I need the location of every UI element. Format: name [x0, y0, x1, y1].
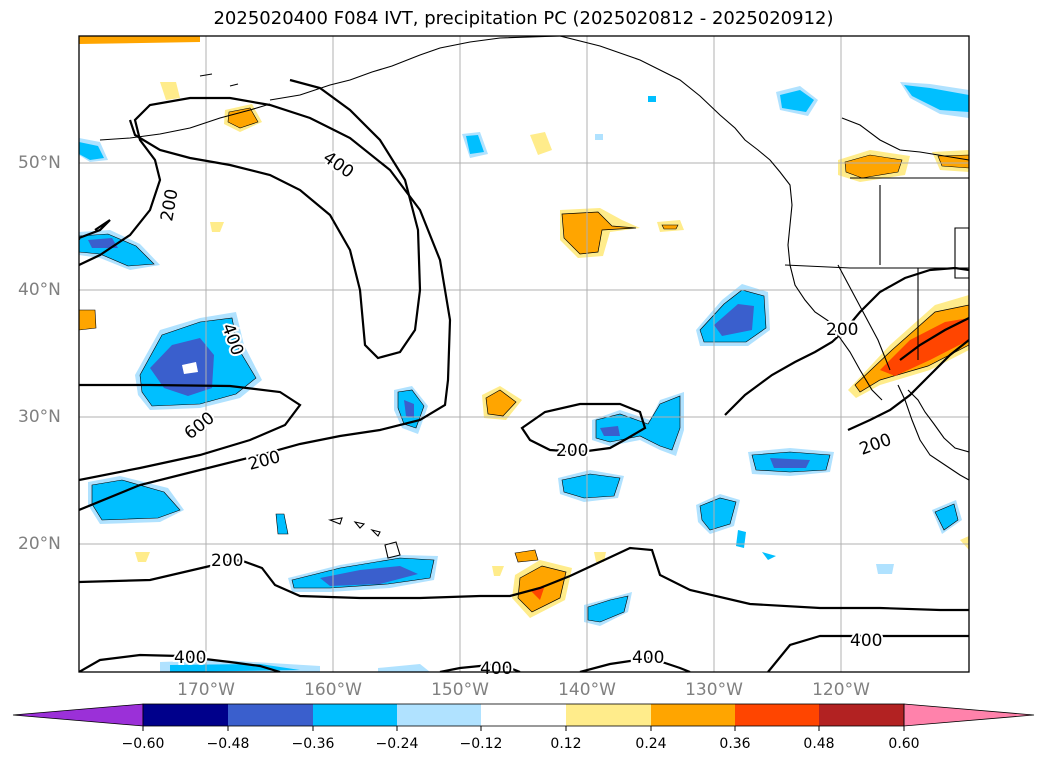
graticule [79, 36, 969, 672]
positive-anomaly-patches [79, 36, 969, 618]
colorbar-bin [566, 704, 651, 726]
map-frame [78, 35, 970, 673]
contour-label: 200 [826, 320, 858, 340]
colorbar-tick-label: 0.48 [803, 736, 835, 752]
colorbar-bin [228, 704, 313, 726]
colorbar-bin [143, 704, 228, 726]
lon-label: 120°W [812, 680, 870, 700]
colorbar-bin [313, 704, 397, 726]
colorbar-tick-label: 0.60 [888, 736, 920, 752]
lon-label: 160°W [304, 680, 362, 700]
lat-label: 40°N [18, 280, 61, 300]
map-title: 2025020400 F084 IVT, precipitation PC (2… [213, 8, 834, 29]
colorbar-tick-label: 0.12 [550, 736, 582, 752]
colorbar-bin [819, 704, 904, 726]
lat-label: 20°N [18, 534, 61, 554]
lon-label: 150°W [431, 680, 489, 700]
contour-label: 400 [174, 648, 206, 668]
colorbar-tick-label: 0.24 [635, 736, 667, 752]
colorbar-bin [481, 704, 566, 726]
lon-label: 130°W [685, 680, 743, 700]
colorbar-extend-high [903, 703, 1035, 727]
contour-label: 200 [556, 441, 588, 461]
colorbar-bin [735, 704, 819, 726]
contour-label: 400 [480, 659, 512, 679]
colorbar-tick-label: −0.60 [121, 736, 165, 752]
colorbar-bin [651, 704, 735, 726]
ivt-contours [79, 78, 969, 672]
precip-shading [79, 36, 969, 672]
lat-label: 30°N [18, 407, 61, 427]
coastlines [99, 36, 969, 559]
colorbar-tick-label: −0.36 [291, 736, 335, 752]
colorbar-tick-label: −0.24 [375, 736, 419, 752]
colorbar [12, 703, 1035, 731]
colorbar-tick-label: −0.48 [206, 736, 250, 752]
lon-label: 140°W [558, 680, 616, 700]
colorbar-extend-low [12, 703, 144, 727]
contour-label: 400 [632, 648, 664, 668]
negative-anomaly-patches [79, 82, 969, 672]
colorbar-tick-label: 0.36 [719, 736, 751, 752]
colorbar-tick-label: −0.12 [459, 736, 503, 752]
colorbar-bin [397, 704, 481, 726]
contour-label: 400 [850, 631, 882, 651]
contour-label: 200 [211, 551, 243, 571]
lon-label: 170°W [177, 680, 235, 700]
lat-label: 50°N [18, 153, 61, 173]
